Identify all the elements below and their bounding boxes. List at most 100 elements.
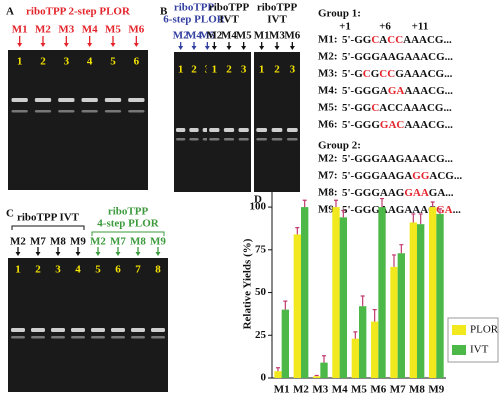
label: M7 (30, 236, 46, 248)
sequence: 5'-GGGAAGAAACG... (342, 51, 453, 63)
label: M9 (150, 236, 166, 248)
bar (320, 362, 328, 378)
label: M2 (35, 24, 51, 36)
label: M5 (199, 30, 215, 42)
label: M6 (128, 24, 144, 36)
label: 6-step PLOR (163, 14, 225, 26)
sequence-part: 5'-GGGAAGAAAC (342, 204, 436, 216)
gel-band (209, 128, 220, 132)
label: 8 (155, 264, 161, 276)
sequence-part: 5'-GGGAAGAAACG... (342, 51, 453, 63)
label: 3 (55, 264, 61, 276)
label: Group 1: (318, 8, 361, 20)
gel (207, 52, 251, 192)
sequence-part: CC (387, 34, 403, 46)
gel-band (34, 98, 52, 102)
label: M4 (82, 24, 98, 36)
gel-band (271, 128, 283, 132)
sequence-part: GA (436, 204, 453, 216)
sequence-part: A (379, 34, 387, 46)
bar (281, 309, 290, 378)
gel-band (58, 110, 75, 113)
sequence: 5'-GCGCCGAAACG... (342, 68, 453, 80)
bar (397, 253, 406, 378)
arrow-head (115, 252, 121, 256)
label: M2 (90, 236, 106, 248)
label: riboTPP (209, 2, 250, 14)
arrow-head (135, 252, 141, 256)
label: M8 (50, 236, 66, 248)
label: M4 (221, 30, 237, 42)
label: 3 (64, 56, 70, 68)
arrow-head (191, 46, 197, 50)
label: 2 (40, 56, 46, 68)
gel-band (256, 138, 268, 141)
gel-band (151, 336, 165, 339)
gel-band (176, 128, 186, 132)
bar (332, 207, 340, 378)
label: 3 (290, 64, 296, 76)
label: M6: (318, 119, 338, 131)
gel-band (91, 328, 105, 332)
bracket (11, 225, 85, 230)
label: M8 (409, 384, 425, 396)
error-bar (341, 209, 346, 218)
sequence-part: GA (388, 85, 405, 97)
arrow-head (211, 46, 217, 50)
sequence: 5'-GGCACCAAACG... (342, 34, 452, 46)
gel-band (104, 98, 122, 102)
gel-band (238, 138, 249, 141)
error-bar (302, 199, 307, 208)
arrow-head (155, 252, 161, 256)
label: M7: (318, 170, 338, 182)
gel-band (131, 336, 145, 339)
gel-band (51, 328, 65, 332)
bar (370, 321, 379, 378)
label: IVT (267, 14, 287, 26)
error-bar (418, 213, 423, 225)
error-bar (411, 213, 416, 223)
arrow-head (241, 46, 247, 50)
gel-band (58, 98, 75, 102)
gel-band (31, 328, 45, 332)
label: 6 (134, 56, 140, 68)
gel-band (286, 128, 298, 132)
label: 1 (17, 56, 23, 68)
error-bar (283, 300, 288, 310)
arrow-head (75, 252, 81, 256)
legend-swatch (452, 325, 466, 335)
gel-band (238, 128, 249, 132)
gel (8, 50, 148, 190)
sequence: 5'-GGGGACAAACG... (342, 119, 453, 131)
label: M4 (332, 384, 348, 396)
bar (359, 306, 367, 378)
label: 3 (241, 64, 247, 76)
label: M5 (105, 24, 121, 36)
sequence-part: C (363, 68, 371, 80)
sequence-part: AAACG... (404, 119, 453, 131)
gel-band (11, 328, 25, 332)
gel-band (151, 328, 165, 332)
arrow-head (55, 252, 61, 256)
error-bar (438, 208, 443, 214)
label: B (160, 6, 168, 18)
gel-band (104, 110, 122, 113)
label: M2 (173, 30, 189, 42)
label: +1 (339, 21, 351, 33)
label: 0 (261, 372, 267, 384)
bar (274, 371, 282, 378)
gel-band (223, 128, 235, 132)
label: 4 (87, 56, 93, 68)
legend-swatch (452, 345, 466, 355)
label: 2 (191, 64, 197, 76)
label: M6 (284, 30, 300, 42)
label: +11 (412, 21, 429, 33)
arrow-head (35, 252, 41, 256)
label: 1 (15, 264, 21, 276)
bar (409, 222, 417, 378)
arrow-head (204, 46, 210, 50)
gel-band (51, 336, 65, 339)
error-bar (360, 295, 365, 307)
label: M3 (58, 24, 74, 36)
sequence: 5'-GGGAAGAGGACG... (342, 170, 462, 182)
